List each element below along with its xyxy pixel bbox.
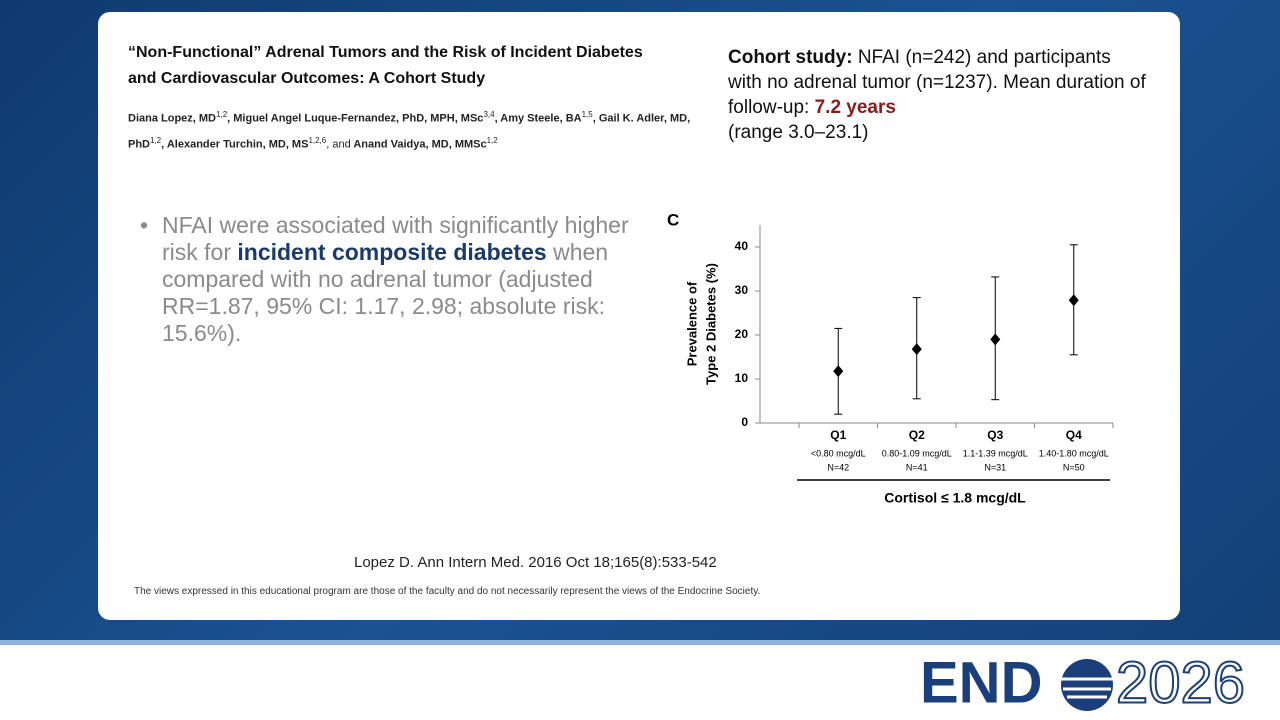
x-axis-label: Cortisol ≤ 1.8 mcg/dL <box>884 490 1026 506</box>
author-separator: , <box>494 112 498 125</box>
bullet-text: NFAI were associated with significantly … <box>162 212 629 265</box>
category-range: 1.40-1.80 mcg/dL <box>1039 448 1109 458</box>
x-tick-label: Q1 <box>830 428 846 442</box>
bullet-bold: incident composite diabetes <box>237 239 547 265</box>
author-name: Miguel Angel Luque-Fernandez, PhD, MPH, … <box>233 112 484 125</box>
author-name: Gail K. Adler, MD, PhD <box>128 112 691 151</box>
point <box>1068 294 1079 307</box>
cohort-summary: Cohort study: NFAI (n=242) and participa… <box>728 45 1148 145</box>
author-name: Anand Vaidya, MD, MMSc <box>353 138 487 151</box>
category-range: <0.80 mcg/dL <box>811 448 866 458</box>
logo-globe-lines <box>1061 677 1113 699</box>
category-n: N=41 <box>906 462 928 472</box>
author-name: Alexander Turchin, MD, MS <box>166 138 309 151</box>
author-affiliation: 1,2 <box>216 110 228 119</box>
category-n: N=31 <box>984 462 1006 472</box>
cohort-text: NFAI (n=242) and participants with no ad… <box>728 47 1146 118</box>
author-name: Diana Lopez, MD <box>128 112 217 125</box>
category-n: N=42 <box>827 462 849 472</box>
cohort-tail: (range 3.0–23.1) <box>728 122 869 143</box>
category-range: 0.80-1.09 mcg/dL <box>882 448 952 458</box>
cohort-label: Cohort study: <box>728 47 853 68</box>
disclaimer: The views expressed in this educational … <box>134 586 761 597</box>
author-affiliation: 3,4 <box>483 110 495 119</box>
author-separator: , and <box>326 138 351 151</box>
category-range: 1.1-1.39 mcg/dL <box>963 448 1028 458</box>
bullet-point: NFAI were associated with significantly … <box>140 212 642 347</box>
author-separator: , <box>227 112 231 125</box>
y-tick-label: 10 <box>735 371 749 385</box>
bullet-text: when compared with no adrenal tumor (adj… <box>162 239 609 346</box>
author-affiliation: 1,2 <box>486 135 498 145</box>
point <box>911 343 922 356</box>
paper-title: “Non-Functional” Adrenal Tumors and the … <box>128 44 643 87</box>
author-affiliation: 1,5 <box>581 110 593 119</box>
point <box>833 365 844 378</box>
y-axis-label: Prevalence of <box>684 281 699 366</box>
logo: END 2026 <box>920 649 1246 716</box>
y-tick-label: 0 <box>741 415 748 429</box>
cohort-highlight: 7.2 years <box>814 97 896 118</box>
y-tick-label: 20 <box>735 327 749 341</box>
x-tick-label: Q4 <box>1066 428 1082 442</box>
author-affiliation: 1,2 <box>150 135 162 145</box>
y-tick-label: 30 <box>735 283 749 297</box>
x-tick-label: Q3 <box>987 428 1003 442</box>
point <box>990 333 1001 346</box>
author-name: Amy Steele, BA <box>500 112 582 125</box>
author-list: Diana Lopez, MD1,2, Miguel Angel Luque-F… <box>128 104 708 155</box>
category-n: N=50 <box>1063 462 1085 472</box>
x-tick-label: Q2 <box>909 428 925 442</box>
y-axis-label: Type 2 Diabetes (%) <box>703 263 718 385</box>
logo-left: END <box>920 650 1042 715</box>
panel-label: C <box>667 210 679 229</box>
logo-right: 2026 <box>1116 650 1245 715</box>
author-separator: , <box>161 138 165 151</box>
author-separator: , <box>592 112 596 125</box>
citation: Lopez D. Ann Intern Med. 2016 Oct 18;165… <box>354 554 717 571</box>
logo-globe <box>1061 659 1113 711</box>
y-tick-label: 40 <box>735 239 749 253</box>
author-affiliation: 1,2,6 <box>308 135 327 145</box>
